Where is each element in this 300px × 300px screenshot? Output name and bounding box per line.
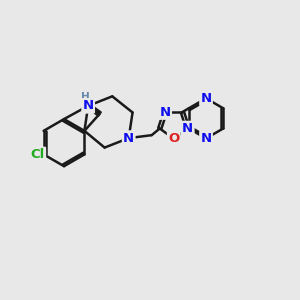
Text: N: N	[182, 122, 193, 135]
Text: O: O	[168, 132, 179, 145]
Text: N: N	[200, 92, 211, 105]
Text: N: N	[160, 106, 171, 118]
Text: N: N	[200, 132, 211, 145]
Text: N: N	[123, 132, 134, 145]
Text: N: N	[82, 99, 94, 112]
Text: Cl: Cl	[31, 148, 45, 161]
Text: H: H	[81, 92, 90, 102]
